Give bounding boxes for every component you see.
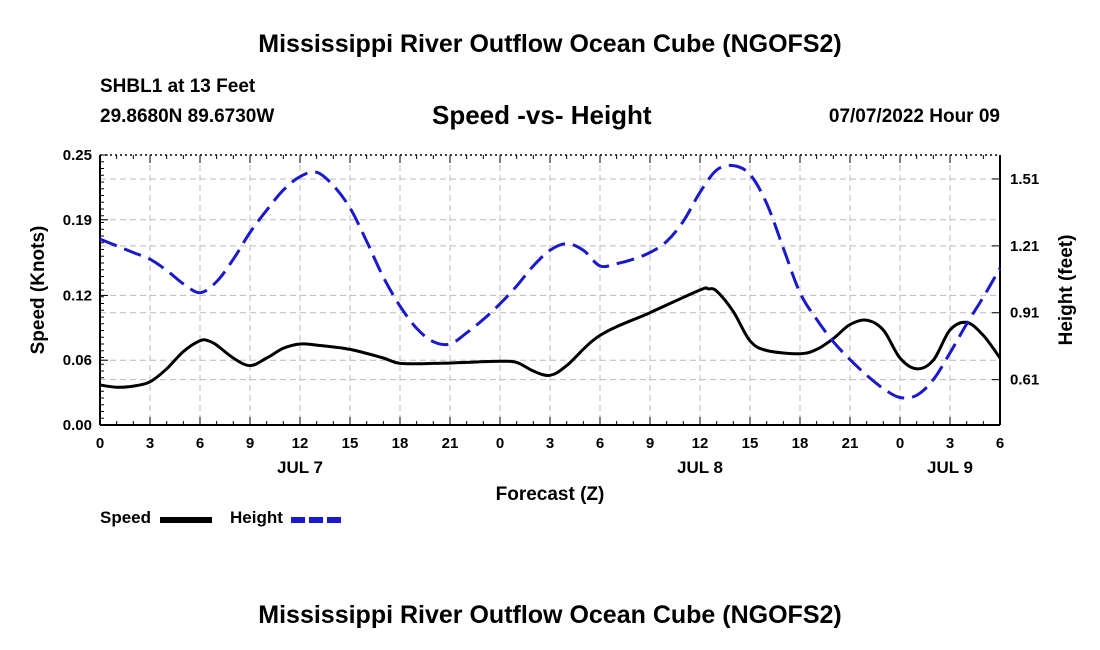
y-right-tick-label: 0.91 (1010, 305, 1039, 322)
series-layer (99, 163, 1002, 400)
x-tick-label: 0 (496, 435, 504, 452)
x-tick-label: 3 (946, 435, 954, 452)
x-tick-label: 15 (742, 435, 759, 452)
y-left-axis-title: Speed (Knots) (28, 226, 49, 355)
station-name: SHBL1 at 13 Feet (100, 76, 256, 97)
series-line-speed (99, 286, 1002, 389)
legend-speed-label: Speed (100, 508, 152, 527)
legend-speed-swatch (160, 517, 212, 523)
station-coordinates: 29.8680N 89.6730W (100, 106, 275, 127)
x-axis-title: Forecast (Z) (496, 484, 605, 505)
x-tick-label: 6 (596, 435, 604, 452)
y-right-axis-title: Height (feet) (1056, 235, 1077, 346)
x-tick-label: 12 (292, 435, 309, 452)
x-tick-label: 21 (842, 435, 859, 452)
chart-subtitle: Speed -vs- Height (432, 100, 652, 130)
axes-layer (99, 154, 1001, 426)
grid-layer (100, 155, 1000, 425)
x-tick-label: 6 (196, 435, 204, 452)
y-left-tick-label: 0.06 (63, 352, 92, 369)
x-date-label: JUL 8 (677, 458, 723, 477)
forecast-date: 07/07/2022 Hour 09 (828, 106, 1000, 127)
y-left-tick-label: 0.19 (63, 212, 92, 229)
chart-main-title: Mississippi River Outflow Ocean Cube (NG… (258, 30, 842, 58)
x-tick-label: 9 (246, 435, 254, 452)
y-right-tick-label: 0.61 (1010, 372, 1039, 389)
x-tick-label: 15 (342, 435, 359, 452)
legend-item-speed: Speed (100, 508, 151, 528)
y-right-tick-label: 1.51 (1010, 171, 1039, 188)
x-tick-label: 12 (692, 435, 709, 452)
x-tick-label: 18 (792, 435, 809, 452)
series-line-height (99, 163, 1002, 400)
chart-footer-title: Mississippi River Outflow Ocean Cube (NG… (258, 601, 842, 629)
y-left-tick-label: 0.00 (63, 417, 92, 434)
y-right-tick-label: 1.21 (1010, 238, 1039, 255)
x-tick-label: 3 (146, 435, 154, 452)
x-tick-label: 0 (896, 435, 904, 452)
x-tick-label: 0 (96, 435, 104, 452)
legend-height-label: Height (230, 508, 283, 527)
x-tick-label: 3 (546, 435, 554, 452)
legend-item-height: Height (230, 508, 283, 528)
x-tick-label: 21 (442, 435, 459, 452)
y-left-tick-label: 0.25 (63, 147, 92, 164)
x-date-label: JUL 9 (927, 458, 973, 477)
x-date-label: JUL 7 (277, 458, 323, 477)
x-tick-label: 9 (646, 435, 654, 452)
x-tick-label: 18 (392, 435, 409, 452)
x-tick-label: 6 (996, 435, 1004, 452)
labels-layer: 0 3 6 9 12 15 18 21 0 3 6 9 12 15 18 21 0 3 6 0.00 0.06 0.12 0… (28, 147, 1077, 505)
y-left-tick-label: 0.12 (63, 287, 92, 304)
legend-height-swatch (291, 517, 343, 523)
